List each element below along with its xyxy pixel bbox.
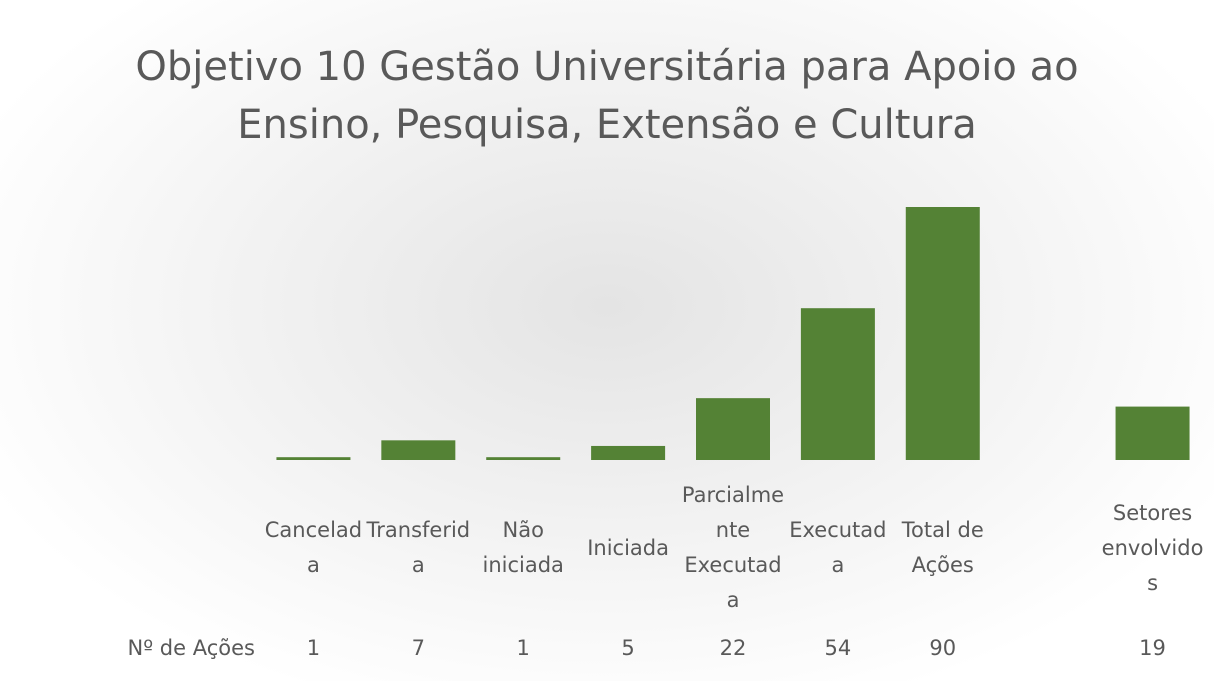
bar xyxy=(276,457,351,460)
bar xyxy=(696,398,770,460)
x-tick-label: Total de Ações xyxy=(901,518,984,577)
table-value: 90 xyxy=(929,636,957,660)
x-tick-label: Parcialmente Executada xyxy=(681,483,785,612)
bar xyxy=(800,308,875,460)
x-tick-label: Transferida xyxy=(366,518,471,577)
bar xyxy=(1115,406,1190,460)
bar xyxy=(381,440,456,460)
table-value: 54 xyxy=(824,636,852,660)
x-tick-label: Executada xyxy=(789,518,887,577)
chart-title: Objetivo 10 Gestão Universitária para Ap… xyxy=(135,44,1079,148)
x-tick-label: Cancelada xyxy=(264,518,363,577)
series-name: Nº de Ações xyxy=(127,636,255,660)
x-tick-label: Setores envolvidos xyxy=(1101,500,1204,595)
bar xyxy=(591,445,666,460)
bar xyxy=(486,457,561,460)
table-value: 7 xyxy=(411,636,426,660)
table-value: 22 xyxy=(719,636,747,660)
table-value: 1 xyxy=(516,636,530,660)
table-value: 1 xyxy=(306,636,321,660)
table-value: 5 xyxy=(621,636,635,660)
table-value: 19 xyxy=(1139,636,1166,660)
bar xyxy=(905,207,980,460)
x-tick-label: Iniciada xyxy=(587,535,669,560)
x-tick-label: Não iniciada xyxy=(482,518,564,577)
